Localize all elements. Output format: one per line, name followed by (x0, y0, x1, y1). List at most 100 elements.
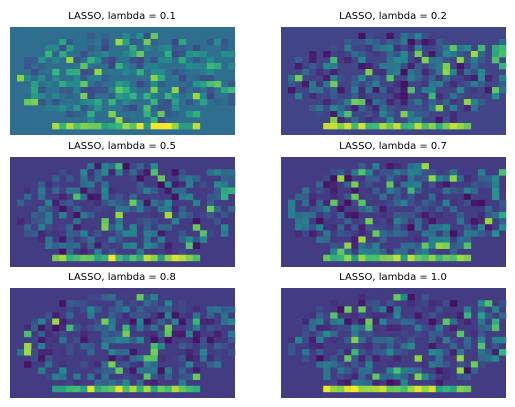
heatmap-cell (143, 379, 151, 387)
heatmap-cell (344, 254, 352, 262)
heatmap-cell (498, 87, 507, 94)
heatmap-cell (442, 175, 451, 182)
heatmap-cell (59, 45, 67, 52)
heatmap-cell (164, 212, 173, 219)
heatmap-cell (150, 93, 158, 100)
heatmap-cell (164, 306, 173, 313)
heatmap-cell (164, 336, 173, 344)
heatmap-cell (220, 349, 229, 356)
heatmap-cell (136, 294, 144, 301)
heatmap-cell (87, 39, 95, 46)
heatmap-cell (330, 254, 338, 262)
heatmap-cell (414, 105, 422, 112)
heatmap-cell (393, 218, 401, 225)
heatmap-cell (449, 187, 458, 194)
heatmap-cell (498, 218, 507, 225)
heatmap-cell (463, 45, 472, 52)
heatmap-cell (498, 45, 507, 52)
heatmap-cell (73, 193, 81, 201)
heatmap-cell (150, 169, 158, 176)
heatmap-cell (178, 57, 187, 64)
heatmap-cell (199, 230, 208, 237)
heatmap-cell (87, 57, 95, 64)
heatmap-cell (330, 205, 338, 213)
heatmap-cell (386, 248, 394, 256)
heatmap-cell (52, 336, 60, 344)
heatmap-cell (421, 39, 429, 46)
heatmap-cell (164, 57, 173, 64)
heatmap-cell (358, 99, 366, 106)
heatmap-cell (344, 336, 352, 344)
heatmap-cell (337, 75, 345, 82)
heatmap-cell (428, 242, 436, 249)
heatmap-cell (206, 69, 215, 76)
heatmap-cells (281, 27, 507, 135)
heatmap-cell (400, 294, 408, 301)
heatmap-cell (386, 75, 394, 82)
heatmap-cell (316, 224, 324, 231)
heatmap-cell (87, 294, 95, 301)
heatmap-cell (94, 336, 102, 344)
heatmap-cell (365, 181, 373, 188)
heatmap-cell (358, 306, 366, 313)
heatmap-cell (220, 39, 229, 46)
heatmap-cell (94, 361, 102, 368)
heatmap-cell (421, 248, 429, 256)
heatmap-cell (407, 105, 415, 112)
heatmap-cell (456, 87, 465, 94)
heatmap-cell (59, 349, 67, 356)
heatmap-cell (379, 230, 387, 237)
heatmap-cell (358, 336, 366, 344)
heatmap-cell (358, 230, 366, 237)
heatmap-cell (73, 205, 81, 213)
heatmap-cell (73, 385, 81, 393)
heatmap-cell (192, 63, 201, 70)
heatmap-cell (220, 212, 229, 219)
heatmap-cell (456, 242, 465, 249)
heatmap-cell (309, 87, 317, 94)
heatmap-cell (414, 75, 422, 82)
heatmap-cell (323, 312, 331, 319)
heatmap-cell (414, 187, 422, 194)
heatmap-cell (164, 45, 173, 52)
heatmap-cell (150, 33, 158, 40)
heatmap-cell (400, 242, 408, 249)
heatmap-cell (122, 163, 130, 170)
heatmap-cell (143, 330, 151, 338)
heatmap-cell (185, 367, 194, 374)
heatmap-cell (365, 385, 373, 393)
heatmap-cell (288, 199, 296, 207)
heatmap-cell (323, 81, 331, 88)
heatmap-cell (108, 163, 116, 170)
heatmap-cell (330, 111, 338, 118)
heatmap-cell (435, 45, 444, 52)
heatmap-cell (435, 75, 444, 82)
heatmap-cell (463, 355, 472, 362)
heatmap-cell (227, 169, 236, 176)
heatmap-cell (351, 236, 359, 243)
heatmap-cell (80, 343, 88, 350)
heatmap-cell (143, 39, 151, 46)
heatmap-cell (66, 312, 74, 319)
heatmap-cell (115, 117, 123, 124)
heatmap-cell (122, 99, 130, 106)
heatmap-cell (199, 93, 208, 100)
heatmap-cell (143, 93, 151, 100)
heatmap-cell (337, 87, 345, 94)
heatmap-cell (206, 45, 215, 52)
heatmap-cell (442, 385, 451, 393)
heatmap-cell (470, 69, 479, 76)
heatmap-cell (73, 254, 81, 262)
heatmap-cell (386, 230, 394, 237)
heatmap-cell (316, 45, 324, 52)
heatmap-cell (87, 212, 95, 219)
heatmap-cell (94, 163, 102, 170)
heatmap-cell (400, 330, 408, 338)
heatmap-cell (66, 236, 74, 243)
heatmap-cell (45, 218, 53, 225)
heatmap-cell (38, 318, 46, 325)
heatmap-cell (80, 248, 88, 256)
heatmap-cell (393, 254, 401, 262)
heatmap-cell (66, 355, 74, 362)
heatmap-cell (456, 312, 465, 319)
